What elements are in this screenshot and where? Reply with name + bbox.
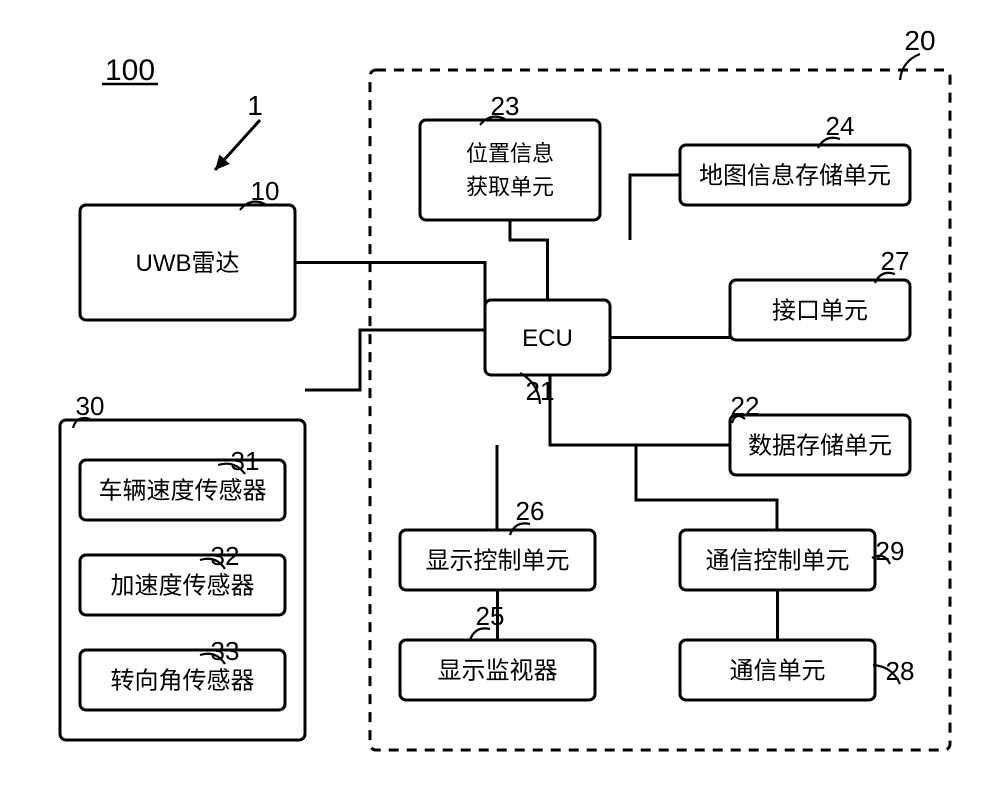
label-fig24: 24 xyxy=(826,111,855,141)
connector-3 xyxy=(630,175,680,240)
block-b29-label: 通信控制单元 xyxy=(706,547,850,574)
connector-4 xyxy=(610,310,730,338)
connector-5 xyxy=(550,375,730,445)
block-b24-label: 地图信息存储单元 xyxy=(699,162,891,189)
block-b28-label: 通信单元 xyxy=(730,657,826,684)
block-b23: 位置信息获取单元 xyxy=(420,120,600,220)
block-b25-label: 显示监视器 xyxy=(438,657,558,684)
label-fig25: 25 xyxy=(476,601,505,631)
block-ecu: ECU xyxy=(485,300,610,375)
label-fig29: 29 xyxy=(876,536,905,566)
block-b26: 显示控制单元 xyxy=(400,530,595,590)
connector-2 xyxy=(510,220,548,300)
label-fig31: 31 xyxy=(231,446,260,476)
block-s31-label: 车辆速度传感器 xyxy=(99,477,267,504)
block-b29: 通信控制单元 xyxy=(680,530,875,590)
connector-1 xyxy=(305,330,485,390)
block-uwb-label: UWB雷达 xyxy=(136,250,240,277)
label-fig27: 27 xyxy=(881,246,910,276)
label-fig1: 1 xyxy=(247,90,263,121)
block-b25: 显示监视器 xyxy=(400,640,595,700)
block-s33-label: 转向角传感器 xyxy=(111,667,255,694)
connector-0 xyxy=(295,263,485,338)
label-fig30: 30 xyxy=(76,391,105,421)
block-b22-label: 数据存储单元 xyxy=(748,432,892,459)
block-b27-label: 接口单元 xyxy=(772,297,868,324)
block-s32: 加速度传感器 xyxy=(80,555,285,615)
block-b26-label: 显示控制单元 xyxy=(426,547,570,574)
block-b28: 通信单元 xyxy=(680,640,875,700)
block-s32-label: 加速度传感器 xyxy=(111,572,255,599)
block-b23-label: 位置信息 xyxy=(466,141,554,166)
block-uwb: UWB雷达 xyxy=(80,205,295,320)
block-b22: 数据存储单元 xyxy=(730,415,910,475)
label-fig32: 32 xyxy=(211,541,240,571)
block-ecu-label: ECU xyxy=(522,325,573,352)
block-b27: 接口单元 xyxy=(730,280,910,340)
label-fig20: 20 xyxy=(904,25,935,56)
label-fig26: 26 xyxy=(516,496,545,526)
label-fig100: 100 xyxy=(105,54,155,87)
block-s33: 转向角传感器 xyxy=(80,650,285,710)
leader-fig20 xyxy=(900,54,920,80)
label-fig33: 33 xyxy=(211,636,240,666)
block-b24: 地图信息存储单元 xyxy=(680,145,910,205)
block-b23-label: 获取单元 xyxy=(466,174,554,199)
